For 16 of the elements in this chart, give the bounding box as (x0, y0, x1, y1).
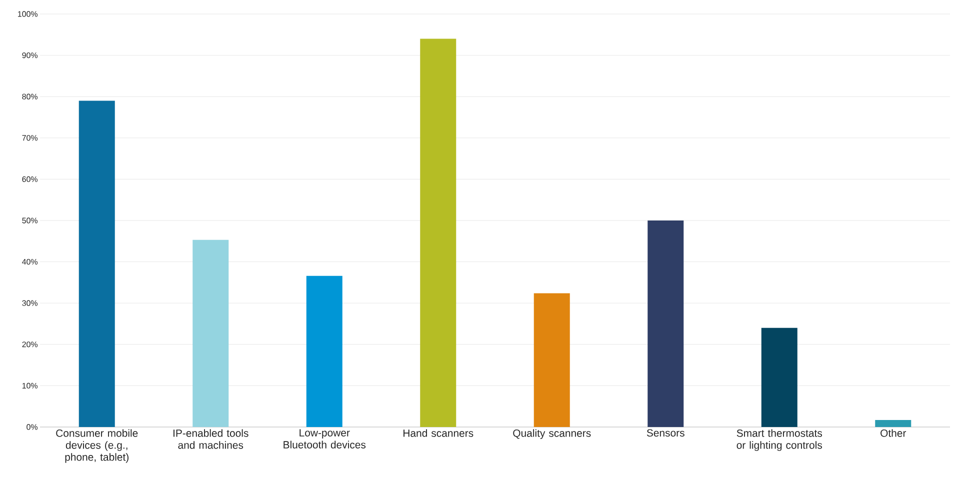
bar (534, 293, 570, 427)
bar (875, 420, 912, 427)
x-tick-label: Sensors (646, 429, 684, 437)
bar (78, 100, 115, 427)
x-tick-label: Quality scanners (513, 429, 591, 439)
bar (306, 276, 342, 427)
bar (761, 328, 798, 427)
x-tick-label: IP-enabled tools and machines (174, 429, 248, 449)
x-tick-label: Smart thermostats or lighting controls (736, 429, 822, 451)
x-tick-label: Hand scanners (404, 429, 474, 437)
bar (648, 220, 684, 427)
x-tick-label: Other (880, 429, 906, 437)
x-tick-label: Consumer mobile devices (e.g., phone, tablet) (56, 429, 138, 463)
x-tick-label: Low-power Bluetooth devices (284, 429, 366, 448)
bar (420, 38, 456, 427)
bar (192, 240, 229, 427)
